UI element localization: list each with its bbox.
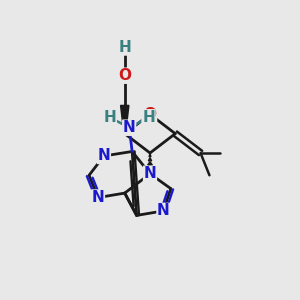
Text: N: N [123,120,136,135]
Text: H: H [118,40,131,55]
Text: O: O [143,107,157,122]
Text: H: H [103,110,116,125]
Text: N: N [157,203,170,218]
Polygon shape [146,170,154,173]
Polygon shape [149,153,151,157]
Text: O: O [118,68,131,83]
Polygon shape [148,158,152,161]
Polygon shape [147,166,153,169]
Polygon shape [148,162,152,165]
Text: N: N [98,148,110,164]
Text: N: N [144,166,156,181]
Text: H: H [142,110,155,125]
Polygon shape [121,105,129,134]
Text: N: N [92,190,104,205]
